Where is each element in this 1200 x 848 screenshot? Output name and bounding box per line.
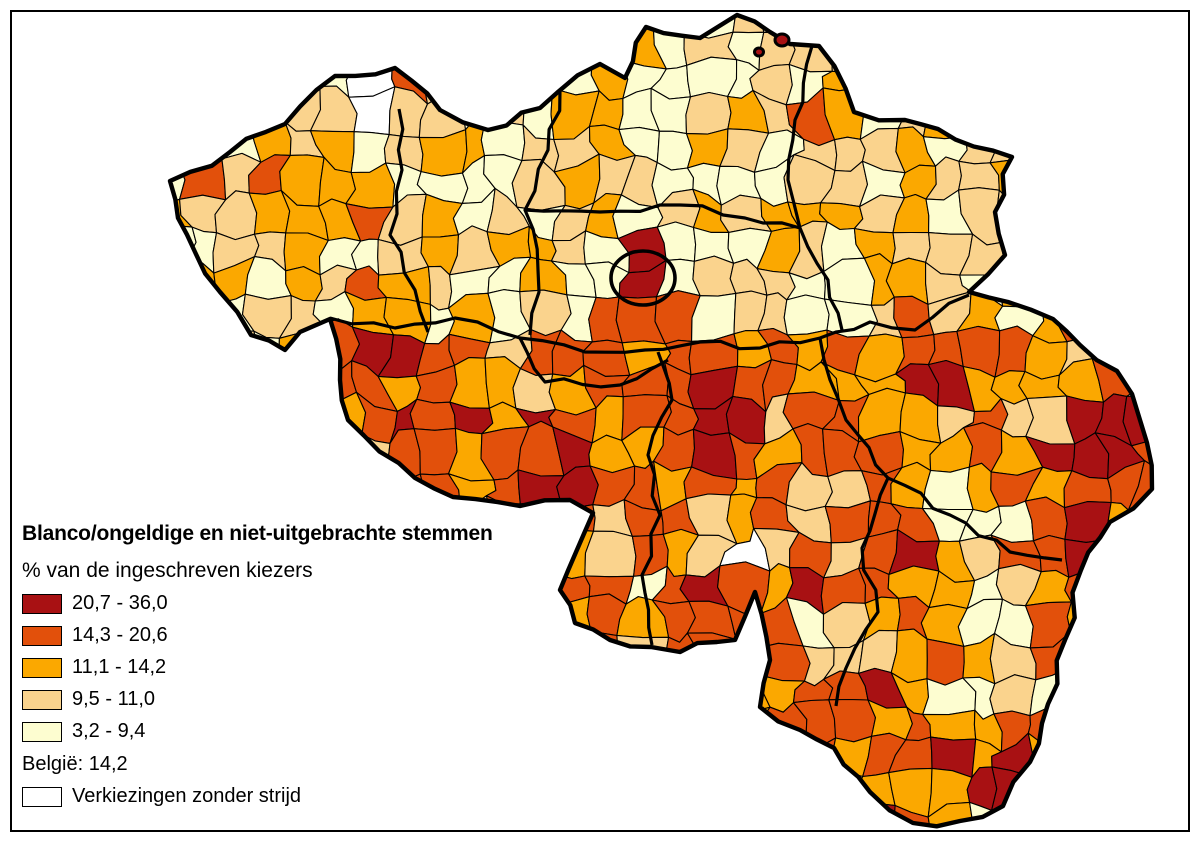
legend-class-swatch — [22, 721, 62, 742]
municipality-cell — [348, 25, 393, 72]
municipality-cell — [685, 91, 732, 135]
legend-class-swatch — [22, 657, 62, 678]
legend-class-row: 9,5 - 11,0 — [22, 688, 493, 710]
baarle-enclave — [753, 46, 765, 58]
municipality-cell — [722, 706, 771, 748]
municipality-cell — [691, 292, 737, 342]
no-contest-label: Verkiezingen zonder strijd — [72, 785, 302, 807]
legend-title: Blanco/ongeldige en niet-uitgebrachte st… — [22, 522, 493, 545]
municipality-cell — [409, 398, 456, 431]
country-outline — [167, 12, 1155, 829]
municipality-cell — [753, 642, 811, 682]
province-border — [329, 293, 970, 354]
municipality-cell — [1063, 501, 1112, 543]
municipality-cell — [1057, 300, 1106, 343]
legend-class-label: 14,3 - 20,6 — [72, 624, 168, 646]
legend-no-contest-row: Verkiezingen zonder strijd — [22, 785, 493, 808]
province-border — [887, 476, 1063, 562]
legend-class-swatch — [22, 593, 62, 614]
legend-class-label: 11,1 - 14,2 — [72, 656, 167, 678]
map-frame-border — [10, 10, 1190, 832]
province-border — [518, 337, 669, 389]
province-border — [640, 351, 674, 646]
municipality-cell — [582, 630, 622, 675]
municipality-cell — [427, 265, 453, 311]
baarle-enclave — [773, 32, 791, 48]
municipality-cell — [922, 709, 977, 741]
province-border — [786, 45, 844, 331]
legend-subtitle: % van de ingeschreven kiezers — [22, 559, 313, 582]
legend: Blanco/ongeldige en niet-uitgebrachte st… — [22, 522, 493, 808]
no-contest-swatch — [22, 786, 62, 807]
municipality-cell — [176, 122, 228, 162]
brussels-region-border — [609, 249, 677, 307]
legend-class-label: 20,7 - 36,0 — [72, 592, 168, 614]
municipality-cell — [991, 766, 1036, 823]
legend-class-label: 9,5 - 11,0 — [72, 688, 156, 710]
municipality-cell — [692, 255, 737, 297]
legend-class-swatch — [22, 689, 62, 710]
municipality-cell — [1064, 538, 1116, 578]
legend-class-label: 3,2 - 9,4 — [72, 720, 146, 742]
municipality-cell — [1131, 426, 1152, 471]
legend-class-row: 14,3 - 20,6 — [22, 624, 493, 646]
municipality-cell — [926, 638, 965, 686]
municipality-cell — [377, 19, 432, 72]
municipality-cell — [616, 634, 670, 678]
legend-class-row: 3,2 - 9,4 — [22, 720, 493, 742]
municipality-cell — [890, 628, 928, 684]
municipality-cell — [999, 254, 1043, 308]
province-border — [524, 203, 801, 230]
municipality-cell — [922, 92, 975, 140]
province-border — [834, 477, 890, 707]
country-average-note: België: 14,2 — [22, 753, 128, 775]
municipality-cell — [783, 294, 830, 336]
municipality-cell — [686, 56, 738, 98]
municipality-cell — [170, 224, 197, 263]
municipality-cell — [1027, 732, 1075, 785]
municipality-cell — [170, 160, 186, 206]
legend-class-swatch — [22, 625, 62, 646]
municipality-cell — [584, 530, 637, 578]
legend-class-row: 20,7 - 36,0 — [22, 592, 493, 614]
province-border — [818, 337, 890, 480]
legend-class-row: 11,1 - 14,2 — [22, 656, 493, 678]
legend-classes: 20,7 - 36,0 14,3 - 20,6 11,1 - 14,2 9,5 - 1… — [22, 592, 493, 742]
province-border — [388, 108, 430, 333]
municipality-cell — [991, 809, 1035, 827]
